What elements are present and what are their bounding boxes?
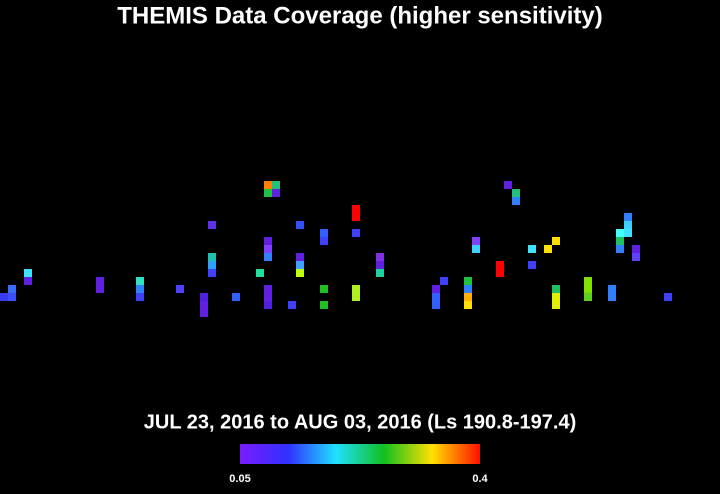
coverage-cell xyxy=(288,301,296,309)
coverage-cells xyxy=(0,181,672,317)
coverage-cell xyxy=(96,277,104,285)
coverage-cell xyxy=(264,253,272,261)
coverage-cell xyxy=(472,237,480,245)
coverage-cell xyxy=(432,293,440,301)
coverage-cell xyxy=(296,221,304,229)
coverage-cell xyxy=(264,285,272,293)
coverage-cell xyxy=(464,277,472,285)
coverage-cell xyxy=(552,285,560,293)
coverage-cell xyxy=(352,229,360,237)
coverage-cell xyxy=(264,301,272,309)
coverage-cell xyxy=(432,285,440,293)
coverage-cell xyxy=(264,245,272,253)
coverage-cell xyxy=(296,261,304,269)
coverage-cell xyxy=(552,293,560,301)
coverage-cell xyxy=(528,261,536,269)
coverage-cell xyxy=(8,293,16,301)
coverage-cell xyxy=(376,261,384,269)
coverage-cell xyxy=(608,285,616,293)
coverage-cell xyxy=(552,301,560,309)
coverage-cell xyxy=(296,269,304,277)
coverage-cell xyxy=(376,269,384,277)
coverage-cell xyxy=(24,277,32,285)
coverage-cell xyxy=(136,285,144,293)
coverage-cell xyxy=(136,277,144,285)
coverage-cell xyxy=(616,229,624,237)
coverage-cell xyxy=(208,253,216,261)
coverage-cell xyxy=(8,285,16,293)
coverage-cell xyxy=(432,301,440,309)
coverage-cell xyxy=(464,301,472,309)
coverage-cell xyxy=(0,293,8,301)
coverage-cell xyxy=(320,285,328,293)
colorbar-tick-label: 0.4 xyxy=(472,473,488,485)
coverage-cell xyxy=(200,309,208,317)
coverage-cell xyxy=(544,245,552,253)
coverage-cell xyxy=(624,221,632,229)
coverage-cell xyxy=(664,293,672,301)
coverage-cell xyxy=(584,293,592,301)
coverage-cell xyxy=(256,269,264,277)
coverage-cell xyxy=(632,253,640,261)
coverage-cell xyxy=(464,285,472,293)
coverage-cell xyxy=(264,189,272,197)
coverage-cell xyxy=(496,269,504,277)
coverage-cell xyxy=(624,229,632,237)
coverage-cell xyxy=(584,285,592,293)
coverage-cell xyxy=(512,189,520,197)
coverage-cell xyxy=(208,221,216,229)
coverage-cell xyxy=(272,181,280,189)
coverage-cell xyxy=(320,237,328,245)
coverage-cell xyxy=(208,261,216,269)
coverage-cell xyxy=(96,285,104,293)
coverage-cell xyxy=(496,261,504,269)
coverage-cell xyxy=(264,293,272,301)
coverage-cell xyxy=(632,245,640,253)
coverage-cell xyxy=(624,213,632,221)
colorbar-tick-label: 0.05 xyxy=(229,473,250,485)
coverage-cell xyxy=(272,189,280,197)
coverage-cell xyxy=(296,253,304,261)
coverage-cell xyxy=(584,277,592,285)
coverage-cell xyxy=(608,293,616,301)
subtitle: JUL 23, 2016 to AUG 03, 2016 (Ls 190.8-1… xyxy=(144,411,576,433)
coverage-cell xyxy=(200,293,208,301)
coverage-cell xyxy=(200,301,208,309)
coverage-cell xyxy=(264,237,272,245)
coverage-cell xyxy=(512,197,520,205)
coverage-cell xyxy=(320,301,328,309)
coverage-cell xyxy=(232,293,240,301)
coverage-cell xyxy=(208,269,216,277)
coverage-cell xyxy=(264,181,272,189)
coverage-cell xyxy=(320,229,328,237)
coverage-cell xyxy=(464,293,472,301)
coverage-cell xyxy=(472,245,480,253)
title: THEMIS Data Coverage (higher sensitivity… xyxy=(117,2,602,29)
coverage-cell xyxy=(352,205,360,213)
coverage-cell xyxy=(136,293,144,301)
colorbar xyxy=(240,444,480,464)
coverage-cell xyxy=(528,245,536,253)
coverage-cell xyxy=(552,237,560,245)
coverage-cell xyxy=(504,181,512,189)
coverage-cell xyxy=(24,269,32,277)
coverage-cell xyxy=(352,213,360,221)
coverage-cell xyxy=(616,245,624,253)
coverage-cell xyxy=(352,285,360,293)
coverage-cell xyxy=(352,293,360,301)
coverage-cell xyxy=(440,277,448,285)
coverage-cell xyxy=(176,285,184,293)
coverage-cell xyxy=(376,253,384,261)
coverage-cell xyxy=(616,237,624,245)
